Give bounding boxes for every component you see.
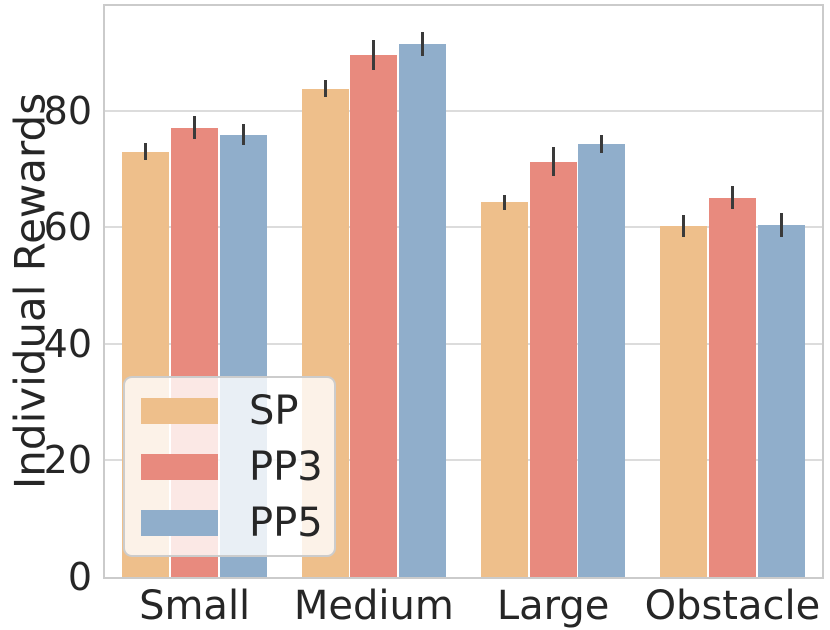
error-bar-obstacle-pp3 xyxy=(730,186,734,210)
error-bar-medium-sp xyxy=(323,79,327,98)
bar-large-sp xyxy=(480,202,528,577)
bar-obstacle-pp3 xyxy=(708,197,756,577)
bar-large-pp5 xyxy=(578,144,626,577)
error-bar-obstacle-pp5 xyxy=(779,212,783,238)
y-tick-label-20: 20 xyxy=(43,438,92,483)
error-bar-large-sp xyxy=(502,194,506,210)
legend: SP PP3 PP5 xyxy=(123,376,336,557)
gridline-60 xyxy=(105,226,822,229)
legend-label-pp3: PP3 xyxy=(249,444,323,490)
y-tick-label-80: 80 xyxy=(43,88,92,133)
x-tick-label-medium: Medium xyxy=(293,583,454,629)
error-bar-large-pp3 xyxy=(551,147,555,177)
legend-swatch-sp xyxy=(141,398,218,424)
y-axis-label: Individual Rewards xyxy=(5,92,55,490)
x-tick-label-obstacle: Obstacle xyxy=(644,583,821,629)
y-tick-label-40: 40 xyxy=(43,321,92,366)
gridline-80 xyxy=(105,109,822,112)
legend-item-pp5: PP5 xyxy=(141,495,334,551)
error-bar-small-pp5 xyxy=(241,124,245,146)
bar-large-pp3 xyxy=(529,161,577,577)
error-bar-small-pp3 xyxy=(193,116,197,140)
x-tick-label-large: Large xyxy=(496,583,610,629)
legend-label-sp: SP xyxy=(249,388,299,434)
error-bar-medium-pp3 xyxy=(372,39,376,71)
gridline-20 xyxy=(105,459,822,462)
error-bar-large-pp5 xyxy=(600,134,604,154)
legend-swatch-pp5 xyxy=(141,510,218,536)
y-tick-label-60: 60 xyxy=(43,205,92,250)
bar-obstacle-pp5 xyxy=(757,225,805,577)
gridline-40 xyxy=(105,342,822,345)
legend-item-sp: SP xyxy=(141,383,334,439)
y-tick-label-0: 0 xyxy=(67,555,92,599)
x-tick-label-small: Small xyxy=(139,583,251,629)
bar-medium-pp3 xyxy=(350,54,398,577)
bar-obstacle-sp xyxy=(660,225,708,577)
legend-label-pp5: PP5 xyxy=(249,500,323,546)
legend-item-pp3: PP3 xyxy=(141,439,334,495)
error-bar-obstacle-sp xyxy=(682,214,686,237)
error-bar-medium-pp5 xyxy=(421,31,425,57)
legend-swatch-pp3 xyxy=(141,454,218,480)
bar-medium-pp5 xyxy=(399,43,447,577)
error-bar-small-sp xyxy=(144,142,148,161)
